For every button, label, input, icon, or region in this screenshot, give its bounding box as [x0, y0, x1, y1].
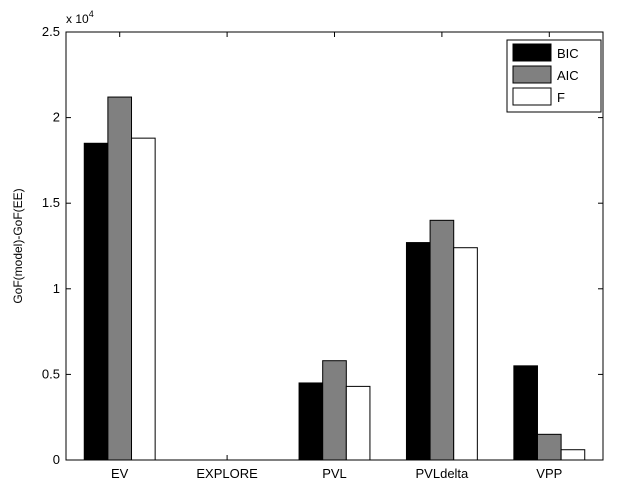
bar-f-pvl	[345, 385, 371, 461]
bar-bic-vpp	[513, 365, 538, 461]
bar-aic-pvl	[322, 360, 347, 461]
bar-f-ev	[131, 137, 156, 461]
y-tick-label: 1	[53, 281, 60, 296]
y-axis-label: GoF(model)-GoF(EE)	[11, 188, 25, 303]
bar-aic-ev	[107, 96, 133, 461]
y-tick-label: 2	[53, 110, 60, 125]
x-tick-label: PVL	[322, 466, 347, 481]
y-tick-label: 2.5	[42, 24, 60, 39]
legend-label-aic: AIC	[557, 68, 579, 83]
x-tick-label: EV	[111, 466, 129, 481]
bar-bic-pvldelta	[405, 242, 431, 461]
legend-swatch-bic	[512, 43, 552, 62]
bar-f-vpp	[560, 449, 586, 461]
y-exponent-base: x 10	[66, 12, 89, 26]
bar-bic-ev	[83, 142, 109, 461]
y-tick-label: 0.5	[42, 366, 60, 381]
legend-swatch-f	[512, 87, 552, 106]
bar-bic-pvl	[298, 382, 324, 461]
y-tick-label: 1.5	[42, 195, 60, 210]
y-tick-label: 0	[53, 452, 60, 467]
bar-f-pvldelta	[453, 247, 478, 461]
y-exponent-label: x 104	[66, 9, 94, 26]
legend-label-f: F	[557, 90, 565, 105]
bar-aic-vpp	[536, 433, 562, 461]
bar-aic-pvldelta	[429, 219, 455, 461]
legend-swatch-aic	[512, 65, 552, 84]
x-tick-label: EXPLORE	[196, 466, 258, 481]
legend-label-bic: BIC	[557, 46, 579, 61]
y-exponent-power: 4	[89, 9, 94, 19]
x-tick-label: VPP	[536, 466, 562, 481]
plot-area-frame	[65, 31, 604, 461]
legend: BIC AIC F	[506, 39, 602, 113]
x-tick-label: PVLdelta	[416, 466, 470, 481]
